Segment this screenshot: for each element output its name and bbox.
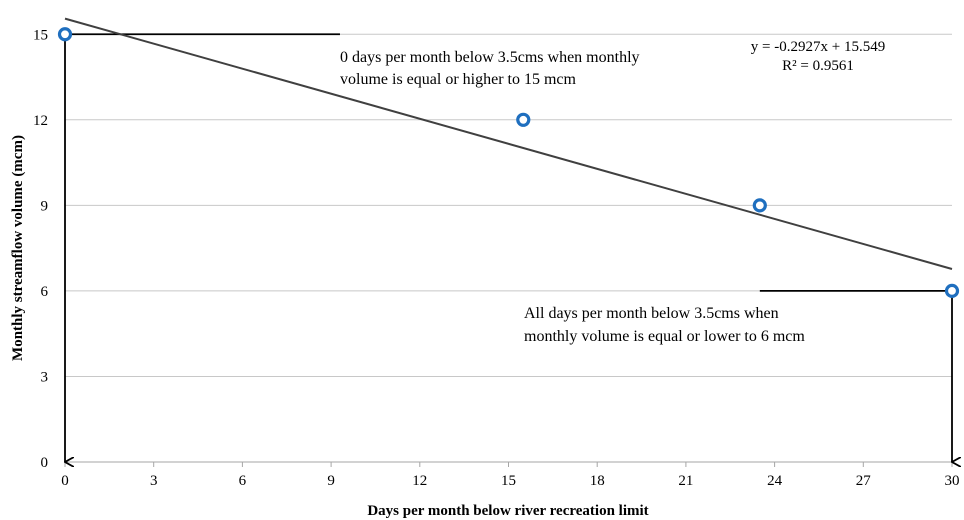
x-axis-label: Days per month below river recreation li…	[367, 503, 648, 519]
x-tick-label-18: 18	[590, 473, 605, 489]
y-tick-label-15: 15	[33, 27, 48, 43]
trendline	[64, 17, 953, 270]
annotation-bottom-line-1: All days per month below 3.5cms when	[524, 305, 779, 322]
x-tick-label-30: 30	[945, 473, 960, 489]
annotation-bottom-line-2: monthly volume is equal or lower to 6 mc…	[524, 328, 805, 345]
guide-lines	[65, 33, 952, 462]
y-tick-label-9: 9	[41, 198, 49, 214]
x-tick-label-12: 12	[412, 473, 427, 489]
data-point-0-0	[57, 27, 73, 42]
tick-labels: 0 3 6 9 12 15 18 21 24 27 30 0 3 6 9 12 15	[33, 27, 960, 489]
y-tick-label-0: 0	[41, 455, 49, 471]
data-point-0-3	[944, 283, 960, 299]
axes	[64, 461, 953, 467]
x-tick-label-3: 3	[150, 473, 158, 489]
x-tick-label-21: 21	[678, 473, 693, 489]
x-tick-label-15: 15	[501, 473, 516, 489]
y-axis-label: Monthly streamflow volume (mcm)	[10, 135, 26, 361]
annotation-top-line-1: 0 days per month below 3.5cms when month…	[340, 49, 640, 66]
x-tick-label-0: 0	[61, 473, 69, 489]
annotation-top-line-2: volume is equal or higher to 15 mcm	[340, 71, 577, 88]
x-tick-label-6: 6	[239, 473, 247, 489]
trend-r2: R² = 0.9561	[782, 58, 854, 74]
data-point-0-2	[752, 198, 767, 213]
y-tick-label-12: 12	[33, 113, 48, 129]
data-points	[57, 27, 960, 299]
trend-equation: y = -0.2927x + 15.549	[751, 39, 885, 55]
x-tick-label-24: 24	[767, 473, 783, 489]
data-point-0-1	[516, 112, 531, 127]
y-tick-label-3: 3	[41, 369, 49, 385]
y-tick-label-6: 6	[41, 284, 49, 300]
trendline-group	[64, 17, 953, 270]
x-tick-label-9: 9	[327, 473, 335, 489]
x-tick-label-27: 27	[856, 473, 872, 489]
